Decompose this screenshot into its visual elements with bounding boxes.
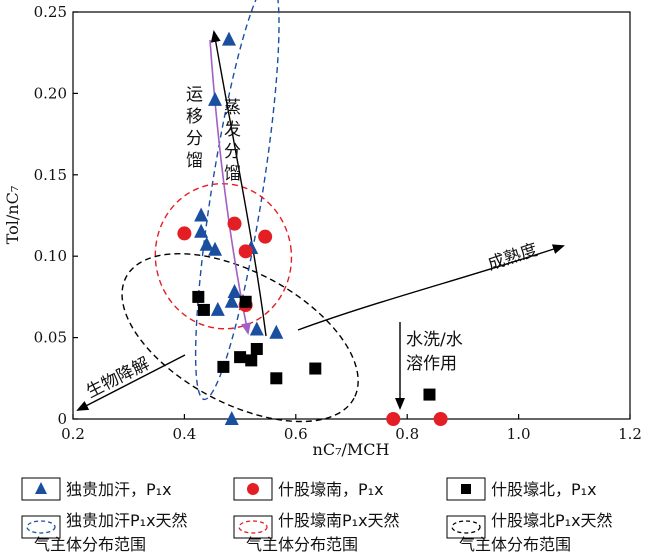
distribution-ellipses	[121, 0, 359, 423]
data-point-square	[239, 295, 252, 308]
data-point-triangle	[194, 223, 209, 238]
distribution-ellipse	[154, 182, 293, 330]
legend-label: 独贵加汗，P₁x	[66, 480, 172, 499]
data-point-square	[245, 354, 258, 367]
data-point-circle	[433, 412, 448, 426]
data-point-square	[217, 360, 230, 373]
plot-frame	[72, 11, 631, 420]
x-axis-label: nC₇/MCH	[313, 440, 390, 459]
legend-label: 什股壕北，P₁x	[491, 480, 597, 499]
legend-marker-circle	[247, 483, 259, 495]
data-point-triangle	[221, 31, 236, 46]
data-point-triangle	[208, 241, 223, 256]
legend-marker-triangle	[35, 482, 47, 494]
legend-swatch-box	[446, 515, 486, 539]
data-point-circle	[177, 226, 192, 241]
x-tick-label: 0.8	[395, 425, 419, 443]
data-point-square	[309, 362, 322, 375]
y-axis: 0 0.05 0.10 0.15 0.20 0.25	[34, 3, 78, 428]
x-tick-label: 1.0	[507, 425, 531, 443]
y-tick-label: 0	[57, 410, 67, 428]
data-points	[177, 31, 448, 426]
y-tick-label: 0.15	[34, 166, 67, 184]
biodegradation-arrow	[76, 354, 186, 411]
data-point-square	[423, 388, 436, 401]
data-point-triangle	[194, 207, 209, 222]
distribution-ellipse	[121, 252, 359, 423]
legend-ellipse-swatch	[451, 520, 481, 534]
annotations: 运移分馏 蒸发分馏 成熟度 生物降解 水洗/水 溶作用	[83, 85, 540, 402]
migration-arrow	[209, 39, 251, 335]
data-point-triangle	[208, 91, 223, 106]
data-point-triangle	[224, 293, 239, 308]
y-tick-label: 0.20	[34, 84, 67, 102]
water-washing-label-2: 溶作用	[406, 354, 457, 374]
x-tick-label: 0.2	[61, 425, 85, 443]
maturity-arrow	[297, 244, 565, 331]
water-washing-label-1: 水洗/水	[406, 330, 463, 350]
evaporation-arrow	[210, 30, 267, 337]
data-point-triangle	[269, 324, 284, 339]
data-point-square	[197, 303, 210, 316]
legend-label: 气主体分布范围	[246, 535, 358, 554]
legend-marker-square	[461, 484, 471, 494]
maturity-label: 成熟度	[485, 239, 540, 275]
legend-label: 独贵加汗P₁x天然	[66, 511, 188, 530]
evaporation-label: 蒸发分馏	[224, 98, 241, 184]
legend-label: 什股壕南P₁x天然	[278, 511, 400, 530]
legend-ellipse-swatch	[26, 520, 56, 534]
data-point-square	[234, 351, 247, 364]
y-axis-label: Tol/nC₇	[3, 186, 22, 245]
legend-swatch-box	[233, 515, 273, 539]
x-tick-label: 1.2	[618, 425, 642, 443]
y-tick-label: 0.05	[34, 329, 67, 347]
data-point-circle	[227, 216, 242, 231]
data-point-triangle	[210, 301, 225, 316]
biodegradation-label: 生物降解	[83, 354, 153, 403]
data-point-square	[250, 342, 263, 355]
legend-label: 什股壕北P₁x天然	[491, 511, 613, 530]
data-point-circle	[238, 244, 253, 259]
migration-label: 运移分馏	[186, 85, 203, 171]
process-arrows	[76, 30, 565, 411]
data-point-triangle	[249, 321, 264, 336]
x-tick-label: 0.4	[172, 425, 196, 443]
x-axis: 0.2 0.4 0.6 0.8 1.0 1.2	[61, 414, 642, 443]
data-point-triangle	[227, 284, 242, 299]
legend-label: 什股壕南，P₁x	[278, 480, 384, 499]
distribution-ellipse	[194, 0, 280, 401]
data-point-circle	[258, 229, 273, 244]
data-point-circle	[386, 412, 401, 426]
legend-label: 气主体分布范围	[459, 535, 571, 554]
data-point-square	[192, 290, 205, 303]
y-tick-label: 0.10	[34, 247, 67, 265]
data-point-square	[270, 372, 283, 385]
legend-label: 气主体分布范围	[34, 535, 146, 554]
data-point-triangle	[199, 236, 214, 251]
data-point-triangle	[224, 411, 239, 425]
legend-ellipse-swatch	[238, 520, 268, 534]
legend: 独贵加汗，P₁x 什股壕南，P₁x 什股壕北，P₁x 独贵加汗P₁x天然气主体分布范围…	[21, 477, 613, 554]
y-tick-label: 0.25	[34, 3, 67, 21]
x-tick-label: 0.6	[284, 425, 308, 443]
legend-swatch-box	[21, 515, 61, 539]
